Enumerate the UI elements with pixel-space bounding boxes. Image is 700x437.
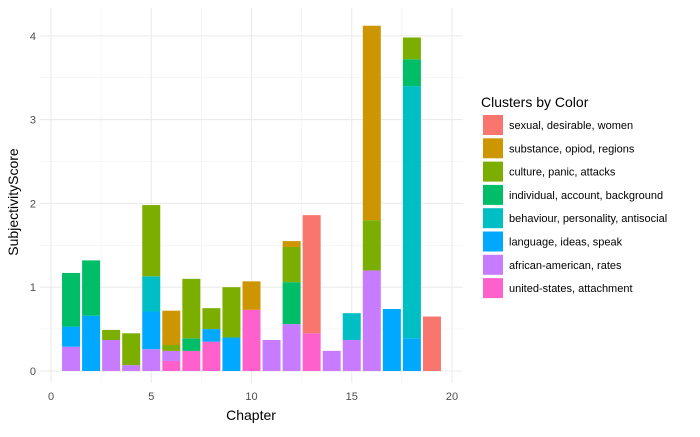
bar-segment-ch15-african-american-rates [342, 339, 361, 371]
bar-segment-ch18-culture-panic-attacks [402, 37, 421, 60]
bar-segment-ch11-african-american-rates [262, 339, 281, 371]
bar-segment-ch7-individual-account-background [182, 338, 201, 351]
bar-segment-ch7-united-states-attachment [182, 350, 201, 371]
y-axis-title: SubjectivityScore [5, 148, 21, 256]
x-tick-label: 15 [346, 391, 358, 403]
legend-label: behaviour, personality, antisocial [509, 213, 667, 225]
bar-segment-ch7-culture-panic-attacks [182, 278, 201, 339]
legend-key [483, 231, 503, 252]
bar-segment-ch2-language-ideas-speak [82, 315, 101, 371]
bar-segment-ch8-united-states-attachment [202, 341, 221, 371]
y-tick-label: 2 [30, 198, 36, 210]
legend-title: Clusters by Color [481, 94, 589, 110]
bar-segment-ch1-african-american-rates [62, 346, 81, 371]
y-tick-label: 1 [30, 282, 36, 294]
bar-segment-ch4-african-american-rates [122, 365, 141, 371]
legend: Clusters by Color sexual, desirable, wom… [481, 94, 667, 299]
legend-key [483, 254, 503, 275]
legend-label: united-states, attachment [509, 283, 633, 295]
legend-label: african-american, rates [509, 260, 622, 272]
bars-layer [62, 25, 441, 371]
bar-segment-ch5-african-american-rates [142, 349, 161, 371]
legend-key [483, 115, 503, 135]
bar-segment-ch13-sexual-desirable-women [302, 215, 321, 334]
x-tick-label: 0 [48, 391, 54, 403]
x-tick-label: 20 [446, 391, 458, 403]
bar-segment-ch13-united-states-attachment [302, 333, 321, 371]
legend-key [483, 138, 503, 159]
legend-label: culture, panic, attacks [509, 167, 616, 179]
legend-label: language, ideas, speak [509, 237, 623, 249]
bar-segment-ch14-african-american-rates [322, 350, 341, 371]
bar-segment-ch18-language-ideas-speak [402, 338, 421, 371]
bar-segment-ch12-culture-panic-attacks [282, 246, 301, 283]
bar-segment-ch12-individual-account-background [282, 282, 301, 325]
bar-segment-ch9-culture-panic-attacks [222, 287, 241, 338]
bar-segment-ch12-african-american-rates [282, 324, 301, 371]
bar-segment-ch9-language-ideas-speak [222, 337, 241, 371]
legend-label: individual, account, background [509, 190, 663, 202]
y-tick-label: 3 [30, 115, 36, 127]
bar-segment-ch18-behaviour-personality-antisocial [402, 86, 421, 339]
bar-segment-ch5-behaviour-personality-antisocial [142, 276, 161, 312]
axis-layer: 0 5 10 15 20 0 1 2 3 4 [30, 31, 458, 403]
bar-segment-ch10-united-states-attachment [242, 309, 261, 371]
bar-segment-ch2-individual-account-background [82, 260, 101, 316]
x-axis-title: Chapter [226, 407, 276, 423]
bar-segment-ch3-african-american-rates [102, 339, 121, 371]
bar-segment-ch16-culture-panic-attacks [362, 220, 381, 271]
legend-key [483, 161, 503, 182]
legend-key [483, 184, 503, 205]
x-tick-label: 5 [148, 391, 154, 403]
legend-label: sexual, desirable, women [509, 120, 633, 132]
bar-segment-ch8-language-ideas-speak [202, 329, 221, 342]
y-tick-label: 0 [30, 366, 36, 378]
bar-segment-ch16-substance-opiod-regions [362, 25, 381, 221]
bar-segment-ch10-substance-opiod-regions [242, 281, 261, 310]
bar-segment-ch6-african-american-rates [162, 350, 181, 361]
bar-segment-ch12-substance-opiod-regions [282, 241, 301, 247]
bar-segment-ch4-culture-panic-attacks [122, 333, 141, 366]
bar-segment-ch1-individual-account-background [62, 272, 81, 327]
bar-segment-ch1-language-ideas-speak [62, 326, 81, 347]
bar-segment-ch19-sexual-desirable-women [422, 316, 441, 371]
bar-segment-ch8-culture-panic-attacks [202, 308, 221, 330]
bar-segment-ch6-culture-panic-attacks [162, 345, 181, 351]
legend-key [483, 208, 503, 229]
x-tick-label: 10 [245, 391, 257, 403]
legend-key [483, 278, 503, 299]
bar-segment-ch6-united-states-attachment [162, 360, 181, 371]
y-tick-label: 4 [30, 31, 36, 43]
legend-label: substance, opiod, regions [509, 143, 635, 155]
bar-segment-ch16-african-american-rates [362, 270, 381, 371]
bar-segment-ch3-culture-panic-attacks [102, 329, 121, 340]
bar-segment-ch15-behaviour-personality-antisocial [342, 313, 361, 340]
bar-segment-ch17-language-ideas-speak [382, 308, 401, 371]
bar-segment-ch5-culture-panic-attacks [142, 205, 161, 277]
bar-segment-ch18-individual-account-background [402, 59, 421, 87]
bar-segment-ch5-language-ideas-speak [142, 311, 161, 350]
bar-segment-ch6-substance-opiod-regions [162, 310, 181, 346]
